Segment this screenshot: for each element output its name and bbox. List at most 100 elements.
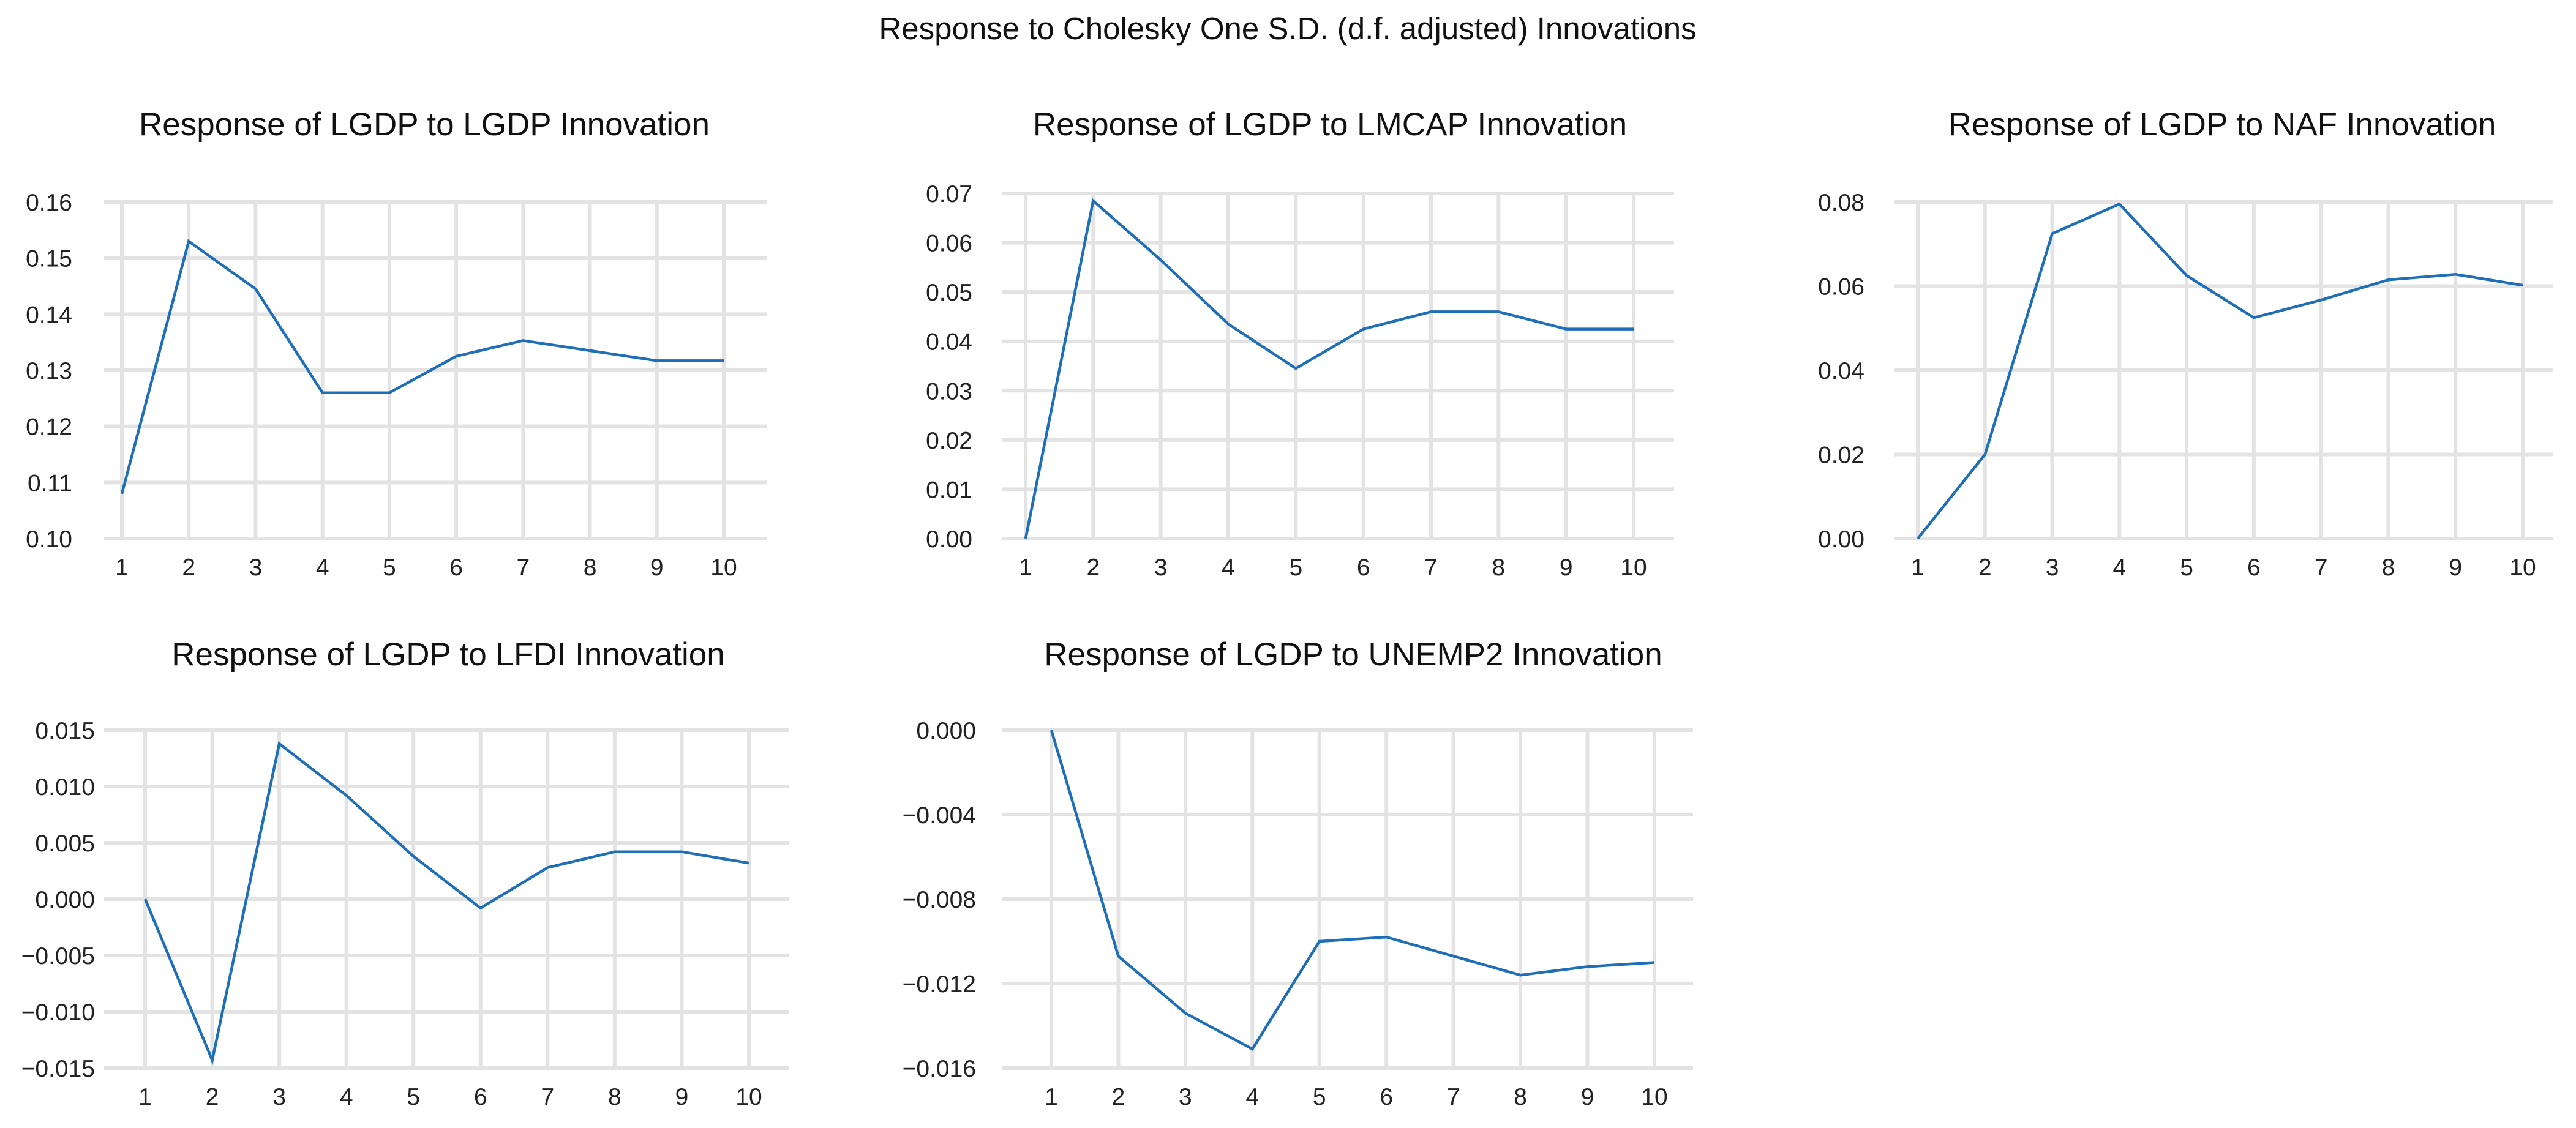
- x-tick-label: 1: [115, 555, 129, 581]
- y-tick-label: 0.02: [1818, 443, 1864, 469]
- x-tick-label: 7: [1447, 1084, 1460, 1110]
- x-tick-label: 10: [710, 555, 737, 581]
- y-tick-label: 0.05: [926, 280, 972, 306]
- y-tick-label: 0.000: [916, 718, 976, 744]
- y-tick-label: 0.00: [926, 526, 972, 553]
- x-tick-label: 1: [1911, 555, 1924, 581]
- series-line-lfdi: [143, 741, 749, 1065]
- x-tick-label: 4: [316, 555, 329, 581]
- x-tick-label: 2: [1086, 555, 1100, 581]
- series-line-lmcap: [1024, 198, 1634, 539]
- panel-title: Response of LGDP to LFDI Innovation: [171, 637, 724, 673]
- x-tick-label: 5: [407, 1084, 420, 1110]
- chart-panel-2: Response of LGDP to LMCAP Innovation 0.00…: [926, 106, 1674, 581]
- y-tick-label: 0.08: [1818, 190, 1864, 216]
- x-tick-label: 6: [2247, 555, 2261, 581]
- y-tick-label: 0.00: [1818, 526, 1864, 553]
- x-tick-label: 3: [249, 555, 263, 581]
- x-tick-label: 2: [182, 555, 195, 581]
- x-tick-label: 3: [1154, 555, 1168, 581]
- y-tick-label: 0.01: [926, 477, 972, 503]
- x-tick-label: 9: [1560, 555, 1573, 581]
- y-tick-label: −0.012: [903, 971, 976, 998]
- y-tick-label: 0.06: [926, 231, 972, 257]
- x-tick-label: 2: [206, 1084, 219, 1110]
- y-tick-label: 0.02: [926, 428, 972, 454]
- x-tick-label: 5: [1289, 555, 1302, 581]
- figure-title: Response to Cholesky One S.D. (d.f. adju…: [879, 11, 1696, 46]
- x-tick-label: 8: [1514, 1084, 1527, 1110]
- x-tick-label: 5: [383, 555, 396, 581]
- x-tick-label: 4: [1222, 555, 1235, 581]
- x-tick-label: 9: [675, 1084, 689, 1110]
- x-tick-label: 6: [449, 555, 463, 581]
- panel-title: Response of LGDP to NAF Innovation: [1948, 106, 2496, 143]
- x-tick-label: 10: [735, 1084, 762, 1110]
- x-tick-label: 7: [2315, 555, 2328, 581]
- x-tick-label: 9: [1581, 1084, 1594, 1110]
- y-tick-label: 0.07: [926, 181, 972, 207]
- x-tick-label: 4: [340, 1084, 353, 1110]
- y-tick-label: 0.14: [26, 302, 72, 328]
- x-tick-label: 8: [2382, 555, 2395, 581]
- series-line-lgdp: [120, 239, 724, 495]
- y-tick-label: −0.005: [21, 943, 95, 969]
- y-tick-label: −0.008: [903, 887, 976, 913]
- x-tick-label: 3: [2046, 555, 2059, 581]
- y-tick-label: 0.16: [26, 190, 72, 216]
- chart-panel-4: Response of LGDP to LFDI Innovation −0.01…: [21, 637, 789, 1110]
- y-tick-label: 0.06: [1818, 274, 1864, 301]
- y-tick-label: 0.015: [35, 718, 95, 744]
- panel-title: Response of LGDP to LGDP Innovation: [139, 106, 710, 143]
- x-tick-label: 7: [1424, 555, 1438, 581]
- x-tick-label: 7: [541, 1084, 554, 1110]
- y-tick-label: 0.03: [926, 378, 972, 405]
- series-line-naf: [1917, 202, 2523, 540]
- x-tick-label: 8: [584, 555, 597, 581]
- x-tick-label: 9: [650, 555, 664, 581]
- panel-title: Response of LGDP to LMCAP Innovation: [1033, 106, 1627, 143]
- x-tick-label: 6: [1380, 1084, 1393, 1110]
- x-tick-label: 3: [1179, 1084, 1192, 1110]
- y-tick-label: 0.005: [35, 831, 95, 857]
- x-tick-label: 4: [1245, 1084, 1259, 1110]
- x-tick-label: 1: [1019, 555, 1032, 581]
- x-tick-label: 5: [1313, 1084, 1326, 1110]
- x-tick-label: 10: [1620, 555, 1647, 581]
- x-tick-label: 3: [272, 1084, 286, 1110]
- y-tick-label: 0.000: [35, 887, 95, 913]
- y-tick-label: −0.015: [21, 1056, 95, 1082]
- chart-panel-5: Response of LGDP to UNEMP2 Innovation −0.…: [903, 637, 1693, 1110]
- series-line-unemp2: [1050, 730, 1655, 1051]
- x-tick-label: 2: [1978, 555, 1992, 581]
- x-tick-label: 5: [2180, 555, 2193, 581]
- y-tick-label: −0.004: [903, 802, 976, 829]
- y-tick-label: 0.12: [26, 414, 72, 441]
- y-tick-label: 0.10: [26, 526, 72, 553]
- x-tick-label: 6: [474, 1084, 487, 1110]
- y-tick-label: −0.010: [21, 999, 95, 1026]
- y-tick-label: 0.13: [26, 358, 72, 384]
- chart-panel-1: Response of LGDP to LGDP Innovation 0.10 0…: [26, 106, 767, 581]
- y-tick-label: 0.04: [1818, 358, 1864, 384]
- chart-panel-3: Response of LGDP to NAF Innovation 0.00 0.…: [1818, 106, 2553, 581]
- y-tick-label: 0.010: [35, 774, 95, 801]
- x-tick-label: 2: [1112, 1084, 1125, 1110]
- x-tick-label: 8: [608, 1084, 621, 1110]
- x-tick-label: 1: [138, 1084, 152, 1110]
- x-tick-label: 4: [2112, 555, 2126, 581]
- x-tick-label: 10: [1641, 1084, 1667, 1110]
- y-tick-label: 0.15: [26, 246, 72, 272]
- x-tick-label: 10: [2509, 555, 2536, 581]
- x-tick-label: 1: [1045, 1084, 1058, 1110]
- y-tick-label: 0.04: [926, 329, 972, 356]
- x-tick-label: 6: [1357, 555, 1370, 581]
- y-tick-label: −0.016: [903, 1056, 976, 1082]
- x-tick-label: 7: [516, 555, 530, 581]
- panel-title: Response of LGDP to UNEMP2 Innovation: [1044, 637, 1662, 673]
- y-tick-label: 0.11: [28, 470, 72, 496]
- x-tick-label: 8: [1492, 555, 1505, 581]
- x-tick-label: 9: [2449, 555, 2462, 581]
